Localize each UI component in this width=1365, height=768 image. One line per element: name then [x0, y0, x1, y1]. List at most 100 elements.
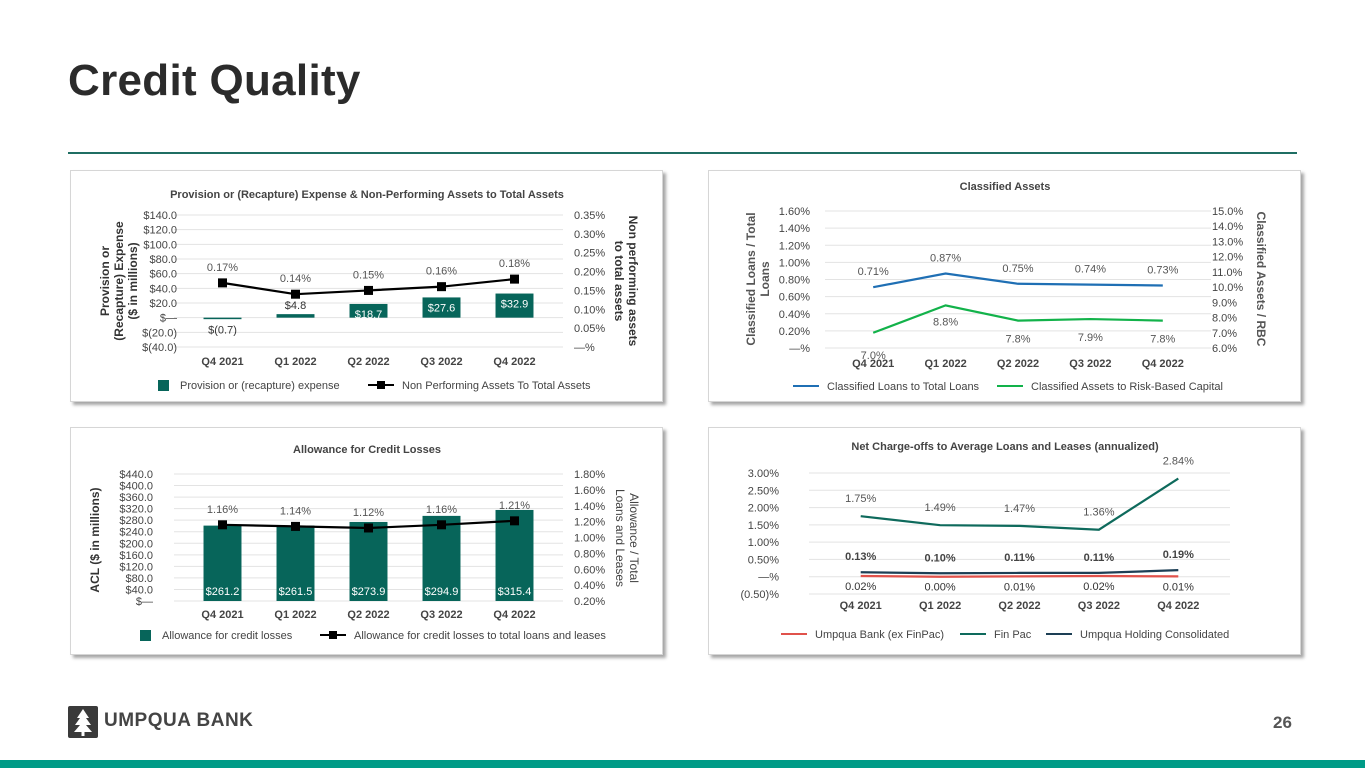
- y-tick-label: 3.00%: [748, 468, 779, 480]
- y2-tick-label: 13.0%: [1212, 236, 1243, 248]
- bar-data-label: $18.7: [355, 309, 383, 321]
- y-axis-title: Classified Loans / Total: [744, 212, 758, 345]
- x-tick-label: Q1 2022: [274, 356, 316, 368]
- y2-tick-label: 0.80%: [574, 548, 605, 560]
- chargeoffs-chart-panel: Net Charge-offs to Average Loans and Lea…: [708, 427, 1301, 655]
- line-data-label: 1.49%: [924, 502, 955, 514]
- chart-title: Classified Assets: [960, 181, 1051, 193]
- line-data-label: 0.13%: [845, 551, 876, 563]
- logo-text: UMPQUA BANK: [104, 710, 254, 731]
- footer-accent-bar: [0, 760, 1365, 768]
- bar-data-label: $32.9: [501, 299, 529, 311]
- bar: [276, 314, 315, 318]
- line-data-label: 0.00%: [924, 582, 955, 594]
- line-marker: [291, 289, 300, 299]
- chargeoffs-chart: Net Charge-offs to Average Loans and Lea…: [740, 441, 1230, 641]
- y2-tick-label: 1.00%: [574, 533, 605, 545]
- y-tick-label: —%: [789, 343, 810, 355]
- x-tick-label: Q4 2022: [1157, 600, 1199, 612]
- y-tick-label: 1.50%: [748, 520, 779, 532]
- bar: [203, 317, 242, 320]
- bar-data-label: $273.9: [352, 586, 386, 598]
- line-data-label: 0.71%: [858, 266, 889, 278]
- classified-assets-chart: Classified Assets —% 0.20% 0.40% 0.60% 0.80% 1…: [744, 181, 1268, 393]
- line-data-label: 0.17%: [207, 262, 238, 274]
- line-marker: [510, 274, 519, 284]
- legend-swatch: [140, 630, 151, 641]
- bar-data-label: $27.6: [428, 302, 456, 314]
- x-tick-label: Q4 2021: [201, 356, 243, 368]
- y2-tick-label: 12.0%: [1212, 252, 1243, 264]
- legend-label: Classified Assets to Risk-Based Capital: [1031, 381, 1223, 393]
- x-tick-label: Q4 2022: [493, 609, 535, 621]
- y2-tick-label: 0.40%: [574, 580, 605, 592]
- y-tick-label: $80.0: [149, 254, 177, 266]
- line-data-label: 0.16%: [426, 266, 457, 278]
- y2-tick-label: 1.60%: [574, 485, 605, 497]
- y2-tick-label: 1.40%: [574, 501, 605, 513]
- chart-title: Net Charge-offs to Average Loans and Lea…: [851, 441, 1159, 453]
- legend-marker: [329, 631, 337, 639]
- y-tick-label: (0.50)%: [740, 589, 779, 601]
- bar: [495, 293, 534, 318]
- y-tick-label: $40.0: [125, 584, 153, 596]
- series-line: [872, 304, 1163, 334]
- y2-tick-label: 0.20%: [574, 267, 605, 279]
- y-tick-label: $—: [160, 313, 177, 325]
- y-axis-title: Loans: [758, 261, 772, 297]
- y2-tick-label: 11.0%: [1212, 267, 1243, 279]
- line-data-label: 0.74%: [1075, 264, 1106, 276]
- y-tick-label: 0.80%: [779, 275, 810, 287]
- bar-data-label: $4.8: [285, 300, 306, 312]
- line-data-label: 8.8%: [933, 316, 958, 328]
- bar-data-label: $(0.7): [208, 325, 237, 337]
- tree-logo-icon: [68, 706, 98, 738]
- y2-tick-label: —%: [574, 342, 595, 354]
- y2-tick-label: 14.0%: [1212, 221, 1243, 233]
- y-tick-label: 2.50%: [748, 485, 779, 497]
- y-tick-label: $120.0: [143, 225, 177, 237]
- y2-tick-label: 0.15%: [574, 285, 605, 297]
- x-tick-label: Q3 2022: [1069, 358, 1111, 370]
- y2-tick-label: 6.0%: [1212, 343, 1237, 355]
- line-data-label: 1.16%: [207, 504, 238, 516]
- y2-tick-label: 0.30%: [574, 229, 605, 241]
- y-tick-label: $120.0: [119, 561, 153, 573]
- allowance-chart-panel: Allowance for Credit Losses $— $40.0 $80.0 $…: [70, 427, 663, 655]
- x-tick-label: Q1 2022: [274, 609, 316, 621]
- y2-tick-label: 0.35%: [574, 210, 605, 222]
- y2-tick-label: 10.0%: [1212, 282, 1243, 294]
- line-data-label: 0.10%: [924, 552, 955, 564]
- y-tick-label: 0.60%: [779, 292, 810, 304]
- line-data-label: 7.0%: [861, 350, 886, 362]
- y-tick-label: $40.0: [149, 283, 177, 295]
- x-tick-label: Q4 2022: [1142, 358, 1184, 370]
- line-marker: [364, 523, 373, 533]
- line-data-label: 1.16%: [426, 504, 457, 516]
- line-data-label: 2.84%: [1163, 456, 1194, 468]
- y-tick-label: —%: [758, 572, 779, 584]
- x-tick-label: Q3 2022: [420, 356, 462, 368]
- line-data-label: 0.11%: [1004, 552, 1035, 564]
- line-marker: [218, 278, 227, 288]
- y2-tick-label: 0.25%: [574, 248, 605, 260]
- line-marker: [437, 282, 446, 292]
- y-tick-label: $140.0: [143, 210, 177, 222]
- provision-chart-panel: Provision or (Recapture) Expense & Non-P…: [70, 170, 663, 402]
- chart-title: Provision or (Recapture) Expense & Non-P…: [170, 189, 564, 201]
- legend-label: Umpqua Holding Consolidated: [1080, 629, 1229, 641]
- line-data-label: 1.36%: [1083, 507, 1114, 519]
- line-data-label: 7.8%: [1005, 334, 1030, 346]
- line-data-label: 7.8%: [1150, 334, 1175, 346]
- line-data-label: 1.14%: [280, 505, 311, 517]
- y-tick-label: $160.0: [119, 550, 153, 562]
- line-data-label: 0.11%: [1084, 552, 1115, 564]
- x-tick-label: Q4 2021: [852, 358, 894, 370]
- line-data-label: 0.15%: [353, 269, 384, 281]
- x-tick-label: Q2 2022: [998, 600, 1040, 612]
- line-data-label: 0.18%: [499, 258, 530, 270]
- bar: [349, 303, 388, 318]
- x-tick-label: Q4 2022: [493, 356, 535, 368]
- y-axis-title: (Recapture) Expense: [112, 221, 126, 341]
- y-tick-label: 1.00%: [748, 537, 779, 549]
